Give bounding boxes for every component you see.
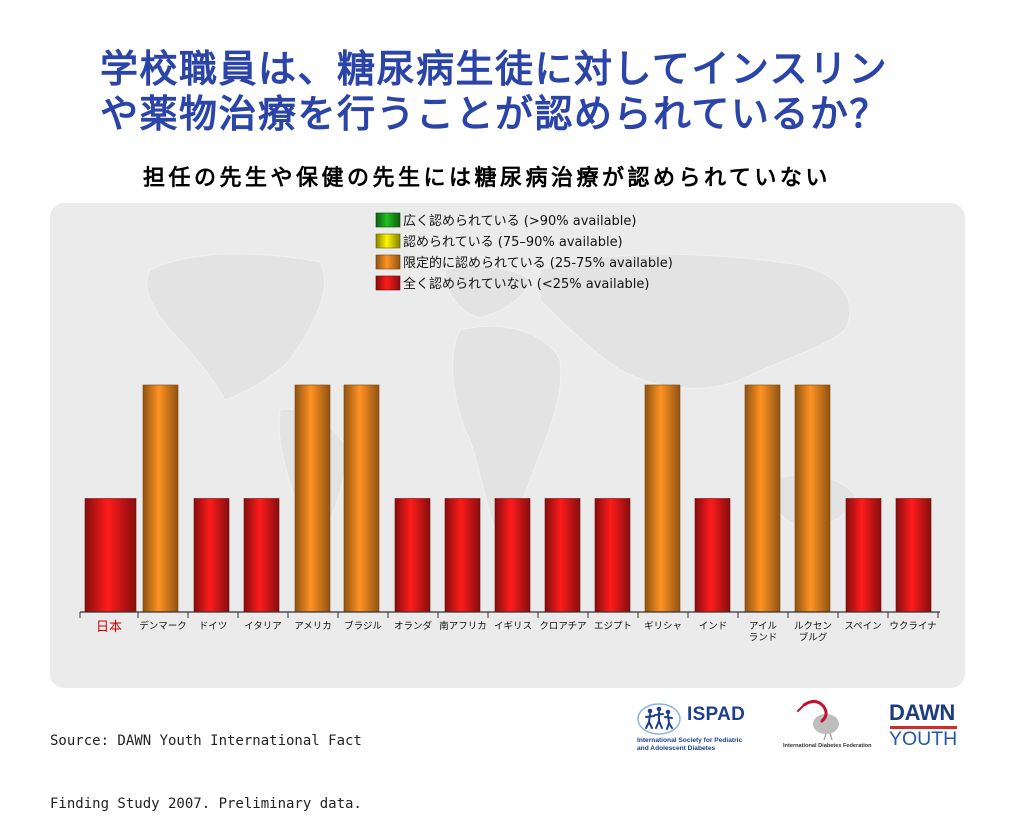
x-axis-labels: 日本 デンマーク ドイツ イタリア アメリカ ブラジル オランダ 南アフリカ イギリス クロアチア…: [96, 620, 937, 644]
x-tick-label: 日本: [96, 620, 122, 635]
x-tick-label: 南アフリカ: [439, 620, 487, 632]
legend-label: 広く認められている (>90% available): [403, 213, 636, 229]
legend-label: 認められている (75–90% available): [403, 234, 623, 250]
dawn-wordmark: DAWN: [889, 700, 956, 725]
x-tick-label: デンマーク: [139, 620, 187, 632]
title-line-1: 学校職員は、糖尿病生徒に対してインスリン: [100, 47, 889, 91]
source-note: Source: DAWN Youth International Fact Fi…: [50, 689, 362, 836]
ispad-logo: ISPAD International Society for Pediatri…: [636, 699, 756, 757]
x-tick-label: クロアチア: [539, 621, 586, 632]
x-tick-label: インド: [699, 621, 728, 632]
legend-swatch: [375, 212, 401, 228]
x-tick-label: アメリカ: [294, 621, 332, 632]
bar-12: [644, 384, 681, 613]
legend-swatch: [375, 233, 401, 249]
slide-title: 学校職員は、糖尿病生徒に対してインスリン や薬物治療を行うことが認められているか…: [100, 47, 889, 137]
ispad-subtitle-line-1: International Society for Pediatric: [637, 737, 743, 744]
bar-16: [845, 498, 882, 613]
bar-15: [794, 384, 831, 613]
bar-14: [744, 384, 781, 613]
bar-6: [343, 384, 380, 613]
world-map-asia: [539, 253, 851, 390]
x-tick-label: ウクライナ: [889, 621, 936, 632]
x-tick-label: ギリシャ: [644, 621, 682, 632]
dawn-tagline-bar: [890, 726, 957, 729]
bar-3: [193, 498, 230, 613]
bar-5: [294, 384, 331, 613]
legend-label: 限定的に認められている (25-75% available): [403, 255, 673, 271]
ispad-subtitle-line-2: and Adolescent Diabetes: [637, 745, 716, 752]
world-map-europe: [444, 265, 531, 319]
x-tick-label: アイルランド: [749, 621, 778, 644]
x-tick-label: スペイン: [844, 621, 881, 632]
source-line-2: Finding Study 2007. Preliminary data.: [50, 796, 362, 812]
chart-legend: 広く認められている (>90% available) 認められている (75–90…: [375, 212, 673, 292]
legend-swatch: [375, 254, 401, 270]
bar-9: [494, 498, 531, 613]
x-tick-label: ドイツ: [199, 621, 228, 632]
bar-11: [594, 498, 631, 613]
idf-wordmark: International Diabetes Federation: [783, 743, 872, 749]
dawn-youth-logo: DAWN YOUTH: [889, 701, 964, 753]
bar-8: [444, 498, 481, 613]
ispad-emblem-icon: [637, 703, 681, 735]
idf-logo: International Diabetes Federation: [780, 697, 872, 755]
bar-10: [544, 498, 581, 613]
bar-7: [394, 498, 431, 613]
x-tick-label: オランダ: [394, 620, 433, 632]
legend-swatch: [375, 275, 401, 291]
x-tick-label: ブラジル: [344, 620, 382, 632]
bar-2: [142, 384, 179, 613]
bar-4: [243, 498, 280, 613]
x-axis: [79, 611, 940, 618]
ispad-wordmark: ISPAD: [687, 704, 746, 725]
bar-1: [84, 498, 137, 613]
world-map-north-america: [146, 253, 325, 401]
x-tick-label: イギリス: [494, 621, 532, 632]
bar-chart: 広く認められている (>90% available) 認められている (75–90…: [50, 203, 965, 688]
chart-title: 担任の先生や保健の先生には糖尿病治療が認められていない: [143, 166, 831, 191]
youth-wordmark: YOUTH: [889, 728, 958, 750]
x-tick-label: イタリア: [244, 621, 282, 632]
legend-label: 全く認められていない (<25% available): [403, 276, 649, 292]
title-line-2: や薬物治療を行うことが認められているか？: [100, 92, 889, 136]
x-tick-label: ルクセンブルグ: [794, 621, 832, 644]
x-tick-label: エジプト: [594, 621, 632, 632]
chart-bars: [84, 384, 932, 613]
bar-17: [895, 498, 932, 613]
bar-13: [694, 498, 731, 613]
idf-bird-icon: [797, 700, 839, 741]
source-line-1: Source: DAWN Youth International Fact: [50, 733, 362, 749]
